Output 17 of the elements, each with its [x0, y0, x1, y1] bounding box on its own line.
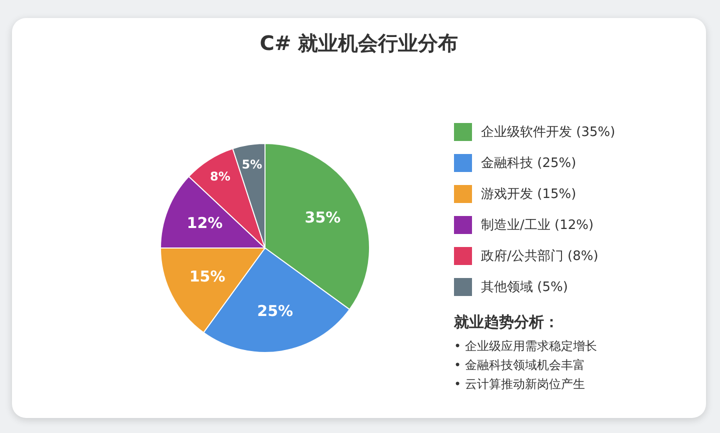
legend-label: 金融科技 (25%): [481, 154, 576, 172]
data-label: 25%: [257, 302, 294, 320]
legend-label: 制造业/工业 (12%): [481, 216, 594, 234]
legend-label: 企业级软件开发 (35%): [481, 124, 616, 140]
text: • 企业级应用需求稳定增长: [454, 338, 597, 355]
text: 就业趋势分析：: [454, 313, 560, 332]
legend-label: 政府/公共部门 (8%): [481, 248, 598, 264]
data-label: 15%: [189, 267, 226, 286]
text: • 云计算推动新岗位产生: [454, 376, 586, 393]
legend-label: 游戏开发 (15%): [481, 186, 576, 202]
data-label: 12%: [186, 214, 223, 232]
data-label: 5%: [242, 158, 262, 172]
data-label: 35%: [304, 208, 341, 226]
data-label: 8%: [210, 170, 230, 184]
chart-title: C# 就业机会行业分布: [258, 30, 460, 57]
legend-label: 其他领域 (5%): [481, 278, 568, 296]
text: • 金融科技领域机会丰富: [454, 357, 586, 374]
